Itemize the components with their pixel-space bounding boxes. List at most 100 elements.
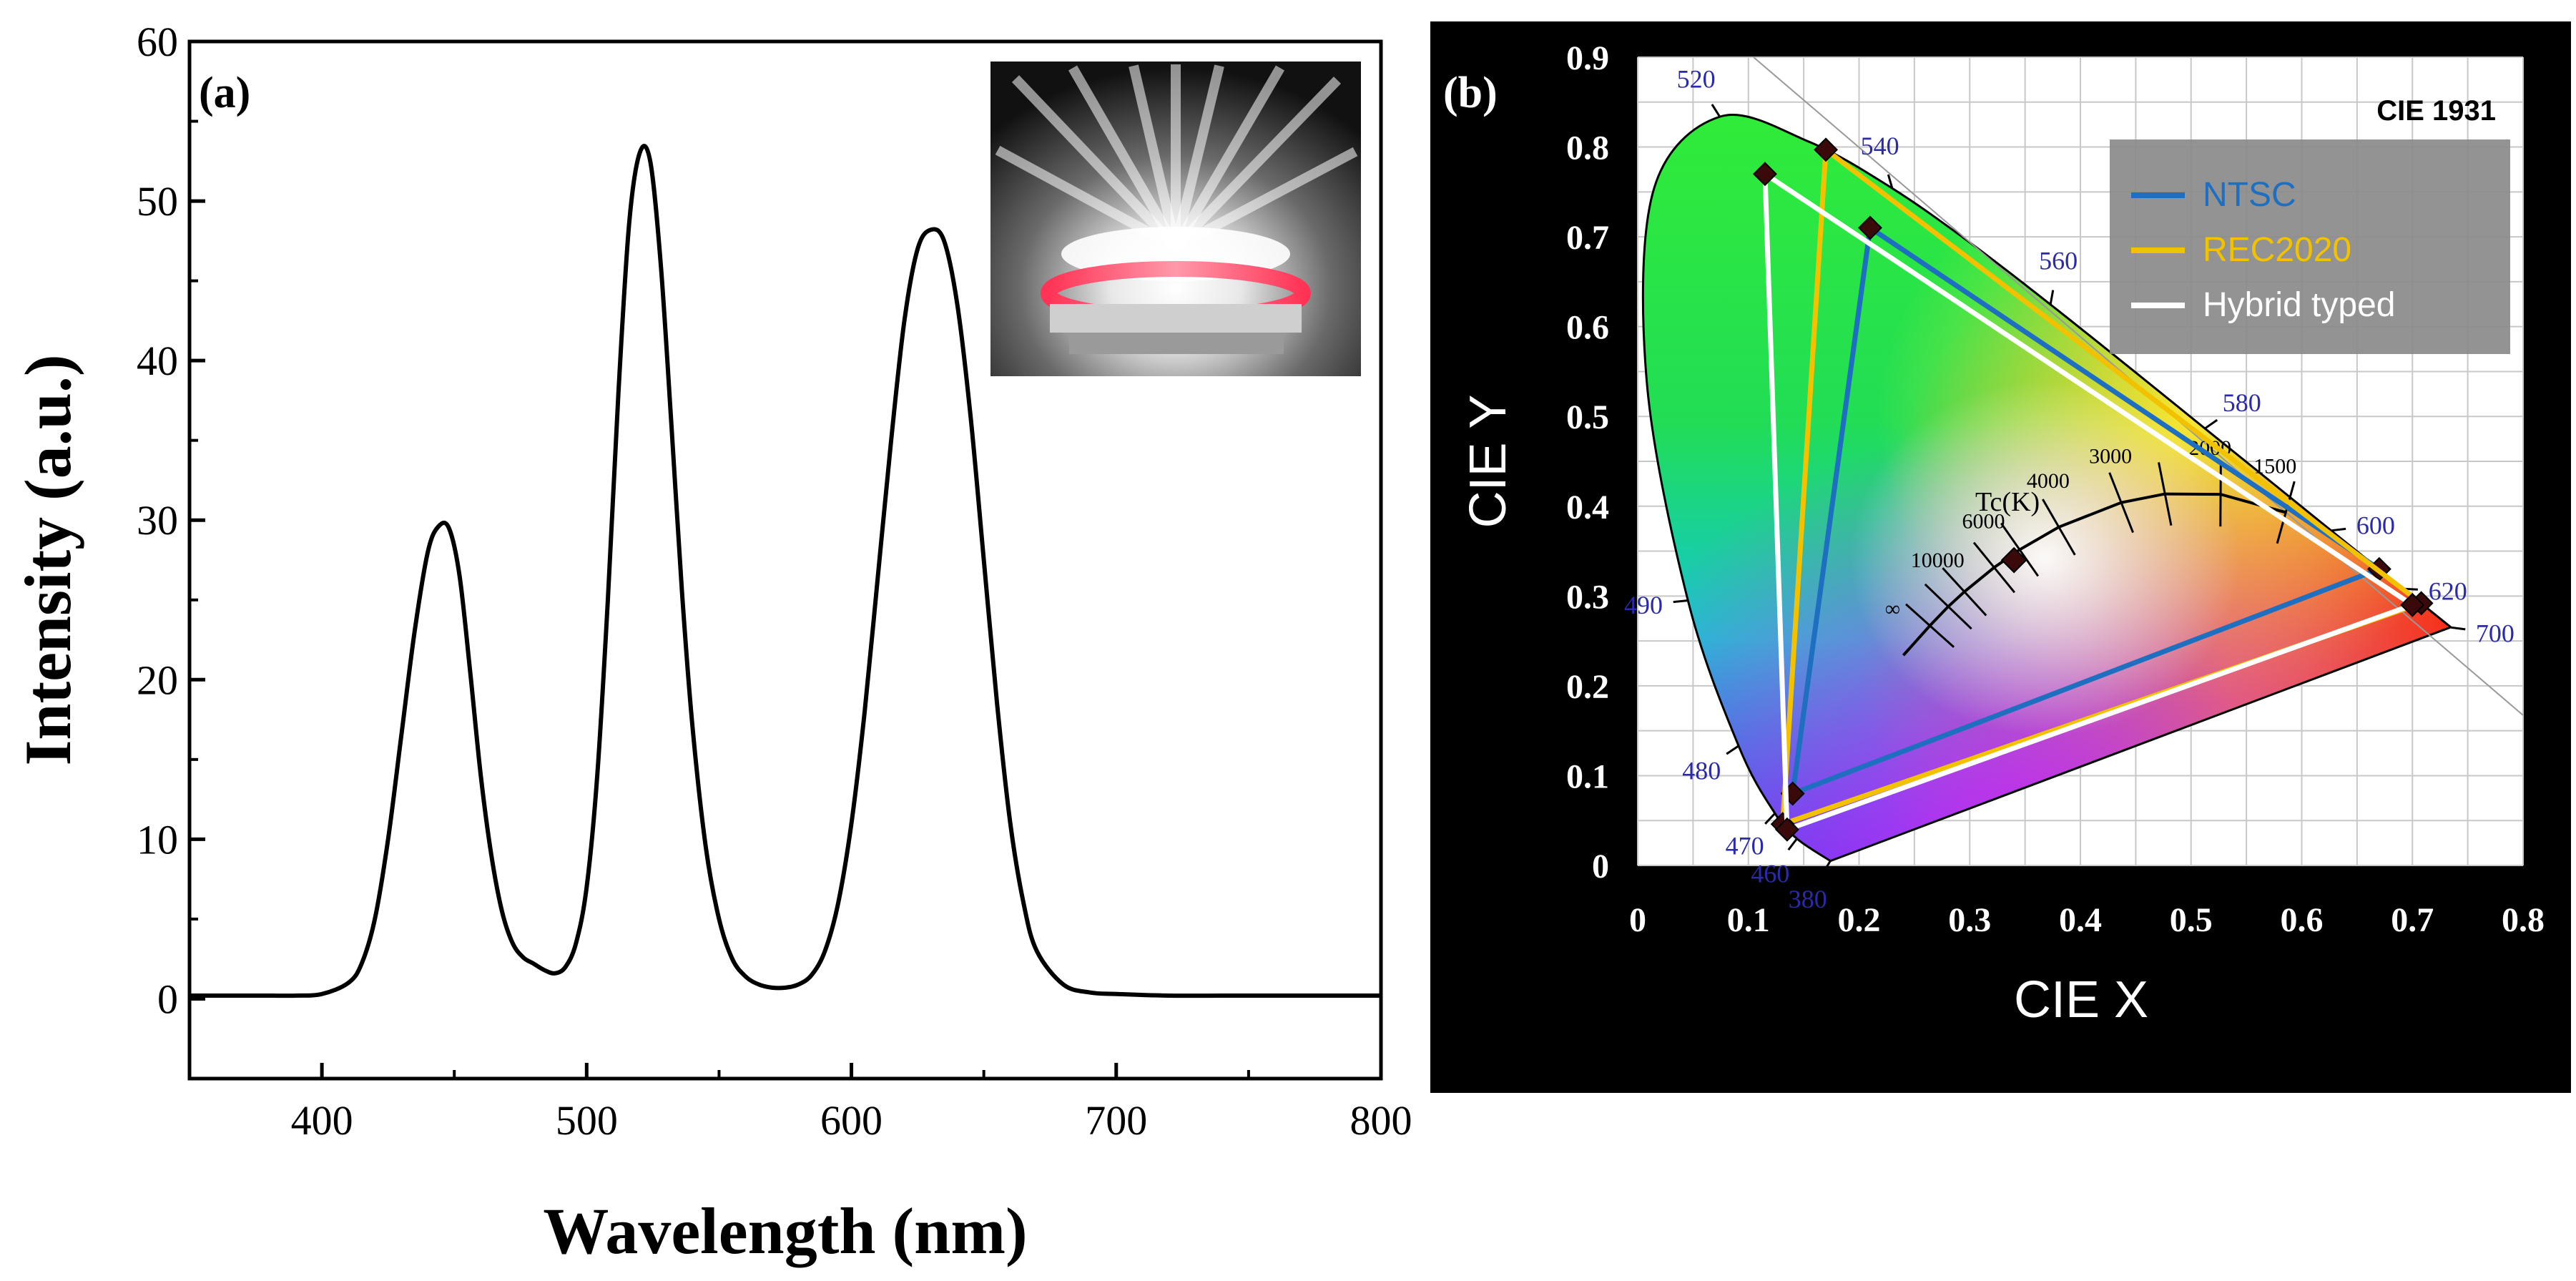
panel-b-xtick-label: 0.5	[2170, 901, 2213, 939]
wavelength-tick	[1887, 174, 1894, 189]
temperature-label: 3000	[2089, 445, 2132, 468]
panel-a-ytick-label: 50	[137, 178, 178, 225]
wavelength-label: 600	[2356, 511, 2395, 539]
wavelength-tick	[2049, 290, 2055, 305]
wavelength-label: 560	[2039, 246, 2078, 275]
panel-b-xtick-label: 0.8	[2502, 901, 2545, 939]
panel-b-xtick-label: 0.3	[1948, 901, 1991, 939]
gamut-vertex	[1858, 215, 1882, 240]
wavelength-tick	[1787, 838, 1799, 851]
panel-b-ytick-label: 0.1	[1566, 757, 1609, 795]
panel-b-label: (b)	[1443, 69, 1498, 117]
temperature-label: 6000	[1962, 509, 2005, 533]
wavelength-label: 380	[1789, 885, 1827, 913]
gamut-triangle-hybrid-typed	[1762, 171, 2415, 833]
legend-box	[2110, 139, 2510, 354]
isotherm-line	[2276, 481, 2296, 544]
panel-a-label: (a)	[199, 69, 250, 117]
wavelength-tick	[1822, 860, 1832, 874]
panel-b-ytick-label: 0.7	[1566, 219, 1609, 257]
gamut-vertex	[1814, 137, 1839, 162]
isotherm-line	[2042, 499, 2076, 556]
panel-b-xtick-label: 0.2	[1838, 901, 1881, 939]
wavelength-tick	[1711, 104, 1721, 117]
panel-b-xtick-label: 0.7	[2391, 901, 2434, 939]
panel-a-tick-labels: 400 500 600 700 800 0 10 20 30 40 50 60	[137, 19, 1412, 1144]
gamut-vertex	[1774, 817, 1799, 842]
panel-a-xtick-label: 500	[556, 1097, 618, 1144]
legend-hybrid-label: Hybrid typed	[2203, 286, 2395, 324]
panel-a-xtick-label: 400	[291, 1097, 353, 1144]
panel-a-ytick-label: 30	[137, 497, 178, 544]
wavelength-label: 540	[1861, 132, 1899, 160]
panel-a-xtick-label: 700	[1085, 1097, 1147, 1144]
panel-b-ytick-label: 0	[1592, 848, 1609, 885]
legend-rec2020-label: REC2020	[2203, 231, 2351, 269]
panel-a-ytick-label: 60	[137, 19, 178, 65]
wavelength-label: 490	[1624, 591, 1663, 619]
panel-a-ytick-label: 0	[157, 976, 178, 1022]
panel-a-xtick-label: 600	[820, 1097, 883, 1144]
spectral-locus-outline	[1641, 114, 2453, 863]
spectrum-line	[190, 144, 1381, 998]
temperature-label: ∞	[1885, 597, 1900, 621]
gamut-vertex	[1752, 162, 1777, 187]
wavelength-label: 520	[1677, 64, 1716, 93]
panel-a-ticks	[188, 39, 1383, 1080]
panel-b-legend: NTSC REC2020 Hybrid typed	[2110, 139, 2510, 354]
isotherm-line	[1905, 603, 1955, 648]
panel-b-ytick-label: 0.3	[1566, 578, 1609, 616]
wavelength-label: 700	[2476, 619, 2514, 647]
panel-b-xlabel: CIE X	[2014, 971, 2148, 1029]
panel-b-ytick-label: 0.5	[1566, 398, 1609, 436]
panel-b-ytick-label: 0.4	[1566, 489, 1609, 526]
wavelength-tick	[1764, 813, 1776, 825]
isotherm-line	[2000, 522, 2040, 577]
legend-ntsc-label: NTSC	[2203, 176, 2296, 214]
temperature-label: 1500	[2253, 454, 2296, 478]
white-point-marker	[2000, 546, 2027, 574]
panel-b-ytick-label: 0.2	[1566, 668, 1609, 706]
wavelength-tick	[2331, 527, 2346, 532]
isotherm-line	[1942, 567, 1987, 617]
panel-a-ytick-label: 20	[137, 657, 178, 703]
isotherm-line	[2158, 462, 2173, 526]
wavelength-label: 580	[2223, 388, 2261, 417]
wavelength-label: 480	[1682, 756, 1721, 785]
wavelength-tick	[1673, 599, 1688, 604]
panel-b-ytick-label: 0.8	[1566, 129, 1609, 167]
planckian-locus-label: Tc(K)	[1975, 487, 2040, 517]
isotherm-line	[1972, 541, 2016, 594]
wavelength-label: 620	[2429, 576, 2467, 605]
gamut-triangles	[1752, 137, 2434, 842]
isotherm-line	[1924, 583, 1972, 630]
panel-b-xtick-label: 0.1	[1727, 901, 1770, 939]
wavelength-tick	[2451, 626, 2466, 631]
temperature-label: 10000	[1911, 549, 1965, 572]
temperature-label: 4000	[2027, 469, 2070, 493]
gamut-vertex	[2400, 592, 2425, 617]
panel-a-ytick-label: 10	[137, 816, 178, 863]
panel-a-ylabel: Intensity (a.u.)	[11, 354, 84, 765]
panel-b-ylabel: CIE Y	[1460, 395, 1517, 529]
panel-a-xlabel: Wavelength (nm)	[543, 1194, 1027, 1267]
panel-b-tick-labels: 0 0.1 0.2 0.3 0.4 0.5 0.6 0.7 0.8 0 0.1 0.2 0.3 0.4 0.…	[1566, 39, 2545, 939]
wavelength-tick	[2205, 418, 2218, 429]
panel-a-spectrum: 400 500 600 700 800 0 10 20 30 40 50 60 (a) Wavelen…	[11, 19, 1412, 1267]
panel-b-ytick-label: 0.9	[1566, 39, 1609, 77]
panel-b-title: CIE 1931	[2376, 95, 2496, 127]
panel-a-ytick-label: 40	[137, 338, 178, 384]
led-inset-image	[990, 62, 1361, 376]
panel-b-xtick-label: 0.6	[2281, 901, 2324, 939]
panel-b-ytick-label: 0.6	[1566, 309, 1609, 347]
wavelength-tick	[1726, 745, 1739, 755]
gamut-triangle-rec2020	[1780, 147, 2424, 827]
panel-a-xtick-label: 800	[1350, 1097, 1412, 1144]
wavelength-label: 470	[1726, 832, 1764, 860]
isotherm-line	[2108, 472, 2134, 534]
gamut-triangle-ntsc	[1790, 225, 2382, 797]
panel-b-xtick-label: 0.4	[2059, 901, 2102, 939]
